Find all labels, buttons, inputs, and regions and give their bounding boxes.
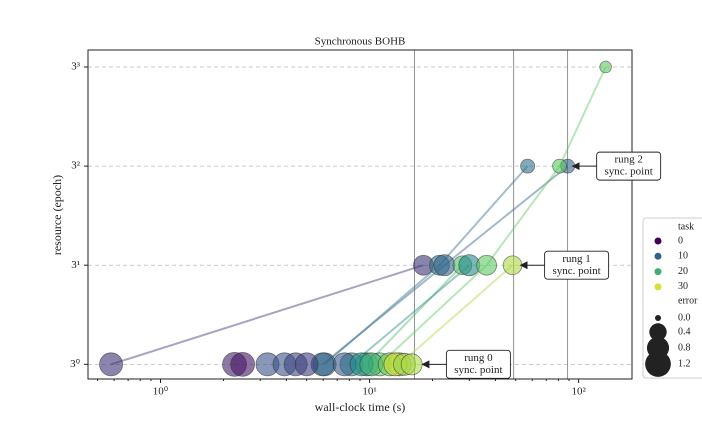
- legend-swatch: [654, 252, 662, 260]
- legend-label: 0.8: [678, 342, 691, 353]
- trial-line: [110, 264, 424, 366]
- y-axis-label: resource (epoch): [50, 175, 64, 255]
- annotation-text: sync. point: [605, 166, 653, 178]
- chart-title: Synchronous BOHB: [315, 36, 406, 48]
- trial-point: [294, 352, 319, 377]
- y-tick-label: 3²: [71, 160, 81, 172]
- legend-title: task: [678, 221, 694, 232]
- legend-swatch: [654, 268, 662, 276]
- legend-label: 1.2: [678, 358, 691, 369]
- y-tick-label: 3³: [71, 61, 81, 73]
- x-axis-label: wall-clock time (s): [315, 400, 406, 414]
- y-tick-label: 3⁰: [70, 358, 81, 370]
- trial-point: [230, 351, 256, 377]
- annotation-text: rung 1: [562, 253, 590, 265]
- trial-point: [552, 158, 568, 174]
- legend-label: 0.4: [678, 326, 691, 337]
- legend-size: [655, 315, 661, 321]
- x-tick-label: 10¹: [362, 386, 376, 398]
- legend-label: 0: [678, 235, 683, 246]
- trial-point: [400, 353, 423, 376]
- annotation-text: rung 0: [464, 352, 493, 364]
- legend-swatch: [654, 237, 662, 245]
- trial-line: [350, 264, 470, 366]
- trial-point: [520, 158, 536, 174]
- trial-line: [379, 66, 607, 366]
- trial-point: [476, 254, 497, 276]
- legend-swatch: [654, 283, 662, 291]
- annotation-text: sync. point: [454, 364, 502, 376]
- legend-label: 20: [678, 266, 688, 277]
- legend-label: 10: [678, 251, 688, 262]
- trial-line: [398, 264, 514, 366]
- legend-title: error: [678, 295, 698, 306]
- plot-frame: [87, 49, 633, 380]
- y-tick-label: 3¹: [71, 259, 80, 271]
- trial-line: [365, 264, 464, 366]
- trial-point: [99, 352, 123, 377]
- x-tick-label: 10⁰: [153, 386, 169, 398]
- annotation-text: rung 2: [614, 154, 642, 166]
- trial-point: [599, 60, 612, 74]
- legend-size: [645, 351, 671, 377]
- legend-label: 30: [678, 281, 688, 292]
- legend-size: [649, 323, 667, 341]
- x-tick-label: 10²: [571, 386, 586, 398]
- annotation-text: sync. point: [552, 265, 600, 277]
- trial-point: [502, 255, 523, 275]
- trial-point: [433, 254, 456, 277]
- legend-label: 0.0: [678, 312, 691, 323]
